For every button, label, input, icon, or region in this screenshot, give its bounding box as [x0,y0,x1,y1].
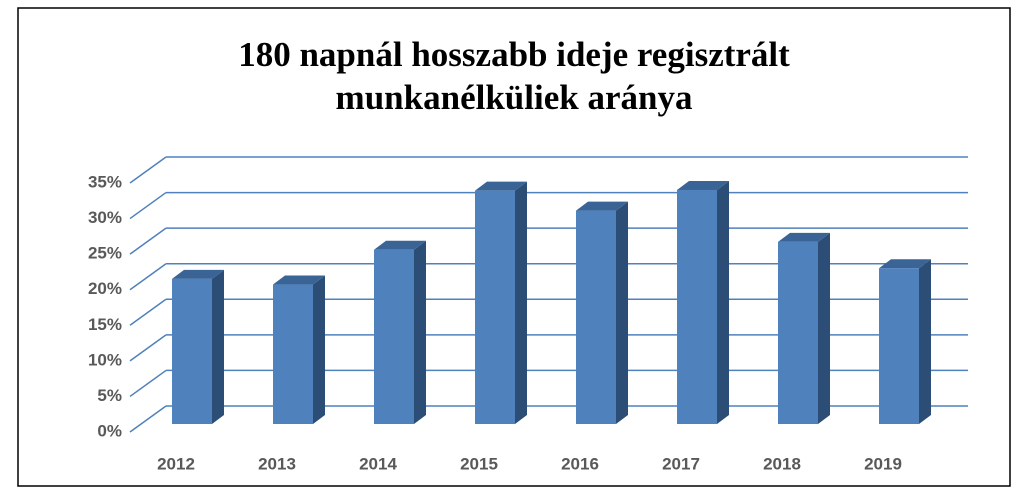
grid-line [129,298,167,326]
grid-line [129,405,167,433]
grid-line [129,191,167,220]
bar [576,210,616,424]
bar-top [677,180,729,190]
x-tick-label: 2012 [157,454,195,473]
y-tick-label: 5% [97,386,122,405]
grid-line [129,334,167,362]
y-tick-label: 20% [88,279,122,298]
bar-side [919,259,931,424]
bar [879,268,919,424]
y-tick-label: 10% [88,350,122,369]
x-tick-label: 2013 [258,454,296,473]
grid-line [129,227,167,255]
bar-top [273,275,325,285]
y-tick-label: 25% [88,244,122,263]
bar-top [172,269,224,279]
bar-side [313,275,325,424]
bar-side [717,180,729,424]
x-tick-label: 2017 [662,454,700,473]
bar [778,241,818,424]
grid-line [129,263,167,291]
bar-side [515,181,527,424]
bar-top [475,181,527,191]
bar-top [576,201,628,211]
x-tick-label: 2018 [763,454,801,473]
chart-title-line-2: munkanélküliek aránya [336,78,693,117]
chart-title-line-1: 180 napnál hosszabb ideje regisztrált [238,35,790,74]
bar-side [414,240,426,424]
bar [475,190,515,424]
x-tick-label: 2014 [359,454,397,473]
y-tick-label: 35% [88,172,122,191]
x-tick-label: 2016 [561,454,599,473]
y-tick-label: 0% [97,421,122,440]
bar-side [212,269,224,424]
y-tick-label: 30% [88,208,122,227]
bar-side [616,201,628,424]
x-tick-label: 2019 [864,454,902,473]
bar [273,284,313,424]
bar-top [374,240,426,250]
grid-line [129,369,167,398]
bar-top [778,232,830,242]
bar [172,278,212,424]
bar-top [879,259,931,269]
y-tick-label: 15% [88,315,122,334]
bar [677,189,717,424]
x-tick-label: 2015 [460,454,498,473]
bar-side [818,232,830,424]
grid-line [129,156,167,184]
bar [374,249,414,424]
